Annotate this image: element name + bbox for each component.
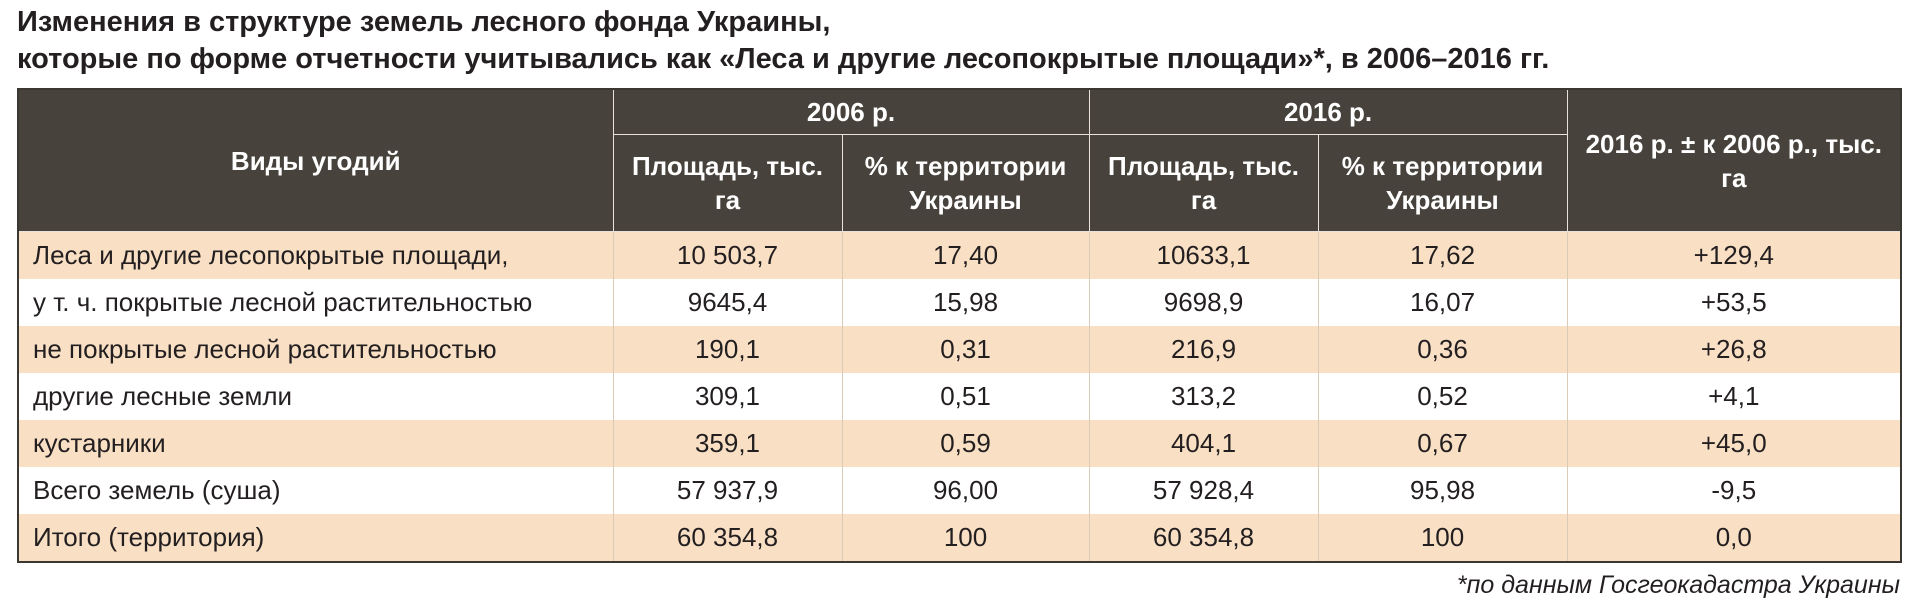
- row-label: Всего земель (суша): [33, 475, 281, 505]
- table-row: Всего земель (суша) 57 937,9 96,00 57 928,4…: [18, 467, 1902, 514]
- table-body: Леса и другие лесопокрытые площади, 10 50…: [18, 231, 1902, 562]
- title: Изменения в структуре земель лесного фон…: [17, 4, 1549, 78]
- title-line: Изменения в структуре земель лесного фон…: [17, 6, 831, 38]
- row-label: не покрытые лесной растительностью: [18, 326, 613, 373]
- sub-header: % к территории Украины: [841, 134, 1090, 232]
- cell: 15,98: [841, 279, 1090, 326]
- cell: 60 354,8: [612, 514, 842, 562]
- cell: 0,67: [1317, 420, 1568, 467]
- cell: +4,1: [1566, 373, 1902, 420]
- cell: 10633,1: [1088, 231, 1319, 279]
- cell: 100: [1317, 514, 1568, 562]
- table-row: Итого (территория) 60 354,8 100 60 354,8 100…: [18, 514, 1902, 562]
- cell: +129,4: [1566, 231, 1902, 279]
- cell: 216,9: [1088, 326, 1319, 373]
- cell: +26,8: [1566, 326, 1902, 373]
- row-label: Итого (территория): [18, 514, 613, 562]
- year-header: 2016 р.: [1088, 88, 1568, 135]
- stub-header: Виды угодий: [17, 88, 614, 232]
- sub-header: Площадь, тыс. га: [1088, 134, 1319, 232]
- data-table: Виды угодий 2006 р. 2016 р. 2016 р. ± к …: [17, 88, 1903, 563]
- change-header: 2016 р. ± к 2006 р., тыс. га: [1566, 88, 1902, 232]
- cell: 60 354,8: [1088, 514, 1319, 562]
- cell: 359,1: [612, 420, 842, 467]
- cell: 16,07: [1317, 279, 1568, 326]
- sub-header: % к территории Украины: [1317, 134, 1568, 232]
- cell: 0,59: [841, 420, 1090, 467]
- cell: +45,0: [1566, 420, 1902, 467]
- cell: 17,62: [1317, 231, 1568, 279]
- cell: 0,36: [1317, 326, 1568, 373]
- cell: 309,1: [612, 373, 842, 420]
- table-row: не покрытые лесной растительностью 190,1 0…: [18, 326, 1902, 373]
- cell: -9,5: [1566, 467, 1902, 514]
- cell: 404,1: [1088, 420, 1319, 467]
- row-label: другие лесные земли: [33, 381, 293, 411]
- cell: +53,5: [1566, 279, 1902, 326]
- cell: 190,1: [612, 326, 842, 373]
- table-row: кустарники 359,1 0,59 404,1 0,67 +45,0: [18, 420, 1902, 467]
- cell: 9698,9: [1088, 279, 1319, 326]
- row-label: у т. ч. покрытые лесной растительностью: [33, 287, 533, 317]
- table-row: другие лесные земли 309,1 0,51 313,2 0,52 +4,…: [18, 373, 1902, 420]
- cell: 0,51: [841, 373, 1090, 420]
- year-header: 2006 р.: [612, 88, 1090, 135]
- cell: 57 928,4: [1088, 467, 1319, 514]
- cell: 57 937,9: [612, 467, 842, 514]
- footnote: *по данным Госгеокадастра Украины: [1456, 571, 1900, 599]
- cell: 9645,4: [612, 279, 842, 326]
- cell: 17,40: [841, 231, 1090, 279]
- cell: 0,31: [841, 326, 1090, 373]
- cell: 0,0: [1566, 514, 1902, 562]
- table-row: у т. ч. покрытые лесной растительностью 9…: [18, 279, 1902, 326]
- row-label: Леса и другие лесопокрытые площади,: [18, 231, 613, 279]
- row-label: кустарники: [18, 420, 613, 467]
- cell: 313,2: [1088, 373, 1319, 420]
- title-line: которые по форме отчетности учитывались …: [17, 43, 1550, 75]
- cell: 100: [841, 514, 1090, 562]
- cell: 95,98: [1317, 467, 1568, 514]
- table-row: Леса и другие лесопокрытые площади, 10 50…: [18, 231, 1902, 279]
- cell: 0,52: [1317, 373, 1568, 420]
- sub-header: Площадь, тыс. га: [612, 134, 843, 232]
- cell: 96,00: [841, 467, 1090, 514]
- cell: 10 503,7: [612, 231, 842, 279]
